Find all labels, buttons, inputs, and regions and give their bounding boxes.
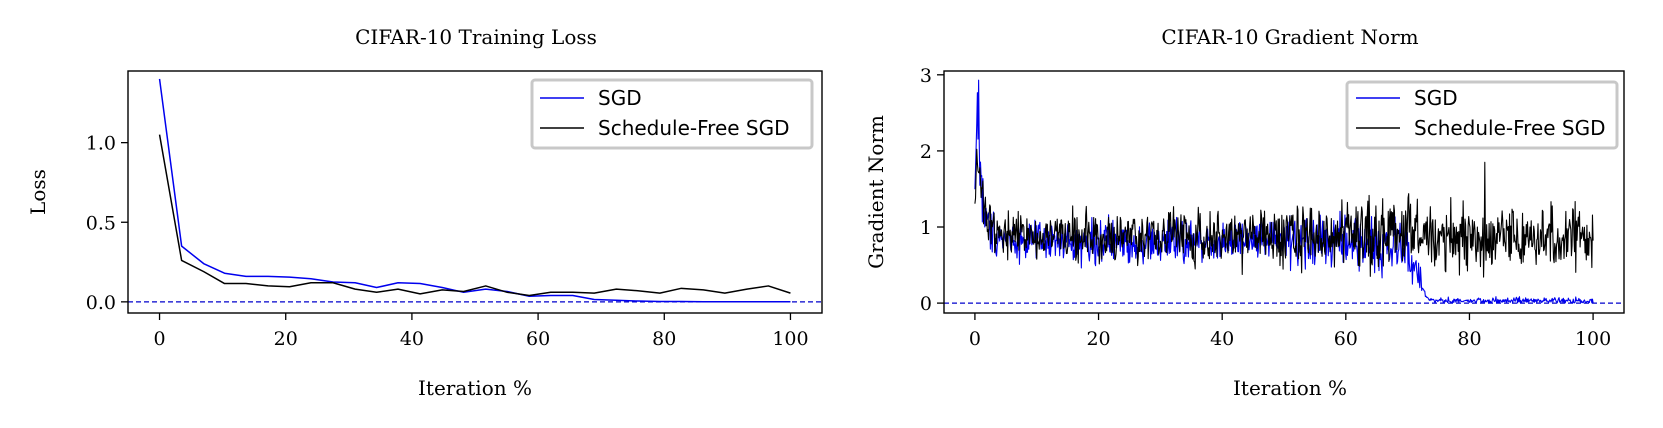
y-tick-label: 1 bbox=[920, 217, 932, 239]
legend: SGD Schedule-Free SGD bbox=[1345, 80, 1619, 150]
x-tick-label: 40 bbox=[1210, 328, 1234, 350]
x-tick-label: 40 bbox=[400, 328, 424, 350]
loss-chart: CIFAR-10 Training Loss 0 20 40 60 80 100 0.00… bbox=[26, 25, 823, 400]
y-ticks: 0 1 2 3 bbox=[920, 65, 944, 315]
x-ticks: 0 20 40 60 80 100 bbox=[969, 313, 1611, 350]
x-ticks: 0 20 40 60 80 100 bbox=[153, 313, 809, 350]
x-tick-label: 80 bbox=[1457, 328, 1481, 350]
chart-title: CIFAR-10 Gradient Norm bbox=[1161, 25, 1418, 49]
legend-label-sgd: SGD bbox=[598, 86, 642, 110]
legend-label-sgd: SGD bbox=[1414, 86, 1458, 110]
x-tick-label: 0 bbox=[153, 328, 165, 350]
y-ticks: 0.0 0.5 1.0 bbox=[86, 133, 128, 314]
legend-box bbox=[1345, 80, 1619, 150]
gradient-norm-chart: CIFAR-10 Gradient Norm 0 20 40 60 80 100 0 1 2 3… bbox=[864, 25, 1625, 400]
x-tick-label: 20 bbox=[274, 328, 298, 350]
y-tick-label: 0.0 bbox=[86, 292, 116, 314]
y-tick-label: 1.0 bbox=[86, 133, 116, 155]
y-tick-label: 3 bbox=[920, 65, 932, 87]
series-line-schedule-free-sgd bbox=[158, 134, 791, 297]
x-tick-label: 100 bbox=[1575, 328, 1611, 350]
legend: SGD Schedule-Free SGD bbox=[530, 78, 814, 150]
y-tick-label: 0.5 bbox=[86, 212, 116, 234]
y-tick-label: 2 bbox=[920, 141, 932, 163]
chart-title: CIFAR-10 Training Loss bbox=[355, 25, 597, 49]
x-tick-label: 0 bbox=[969, 328, 981, 350]
x-tick-label: 100 bbox=[772, 328, 808, 350]
legend-box bbox=[530, 78, 814, 150]
x-tick-label: 60 bbox=[1334, 328, 1358, 350]
y-tick-label: 0 bbox=[920, 293, 932, 315]
series-line-schedule-free-sgd bbox=[974, 148, 1594, 278]
series-line-sgd bbox=[158, 78, 791, 303]
x-tick-label: 80 bbox=[652, 328, 676, 350]
y-axis-label: Loss bbox=[26, 169, 50, 215]
plot-frame bbox=[943, 70, 1625, 314]
x-tick-label: 20 bbox=[1086, 328, 1110, 350]
series-group bbox=[944, 79, 1624, 304]
legend-label-schedule-free-sgd: Schedule-Free SGD bbox=[598, 116, 790, 140]
x-axis-label: Iteration % bbox=[1233, 376, 1347, 400]
legend-label-schedule-free-sgd: Schedule-Free SGD bbox=[1414, 116, 1606, 140]
x-tick-label: 60 bbox=[526, 328, 550, 350]
plot-frame bbox=[127, 70, 823, 314]
x-axis-label: Iteration % bbox=[418, 376, 532, 400]
y-axis-label: Gradient Norm bbox=[864, 115, 888, 269]
series-group bbox=[128, 78, 822, 303]
